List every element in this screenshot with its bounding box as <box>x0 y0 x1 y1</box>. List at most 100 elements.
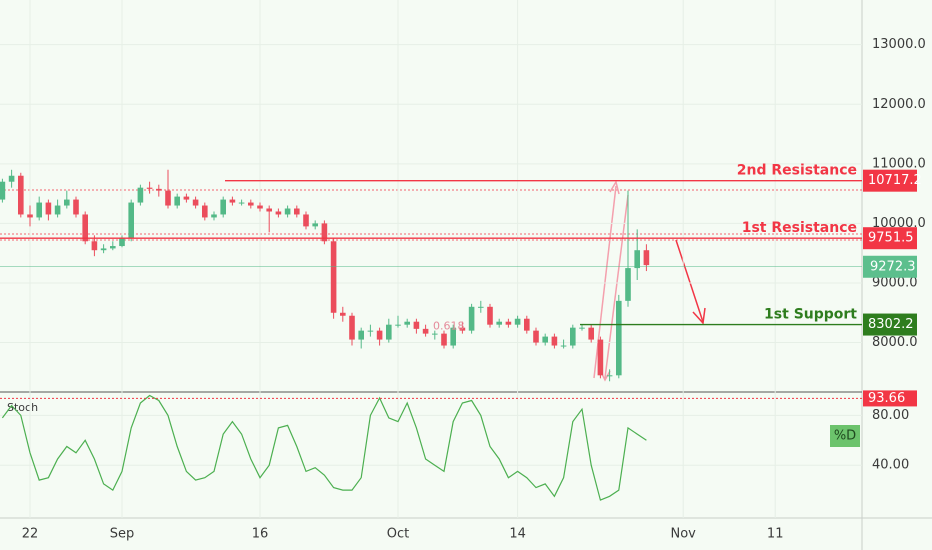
candle-body <box>570 327 576 346</box>
candle-body <box>0 181 6 200</box>
candle-body <box>579 327 585 329</box>
candle-body <box>137 187 144 203</box>
candle-body <box>91 241 98 251</box>
candle-body <box>441 333 447 346</box>
candle-body <box>54 205 61 215</box>
x-tick-label: 22 <box>22 527 39 542</box>
fib-label: 0.618 <box>433 320 465 333</box>
candle-body <box>551 336 558 346</box>
indicator-name: Stoch <box>7 401 38 414</box>
candle-body <box>146 187 153 189</box>
candle-body <box>597 339 604 376</box>
candle-body <box>45 202 52 215</box>
candle-body <box>119 238 125 247</box>
level-label: 1st Support <box>764 307 857 323</box>
candle-body <box>156 188 162 191</box>
candle-body <box>18 175 24 215</box>
y-tick-label: 40.00 <box>872 458 909 473</box>
candle-body <box>524 318 530 331</box>
y-tick-label: 13000.0 <box>872 37 926 52</box>
candle-body <box>625 268 631 301</box>
stoch-marker-label: 93.66 <box>868 391 905 406</box>
candle-body <box>82 214 88 242</box>
legend-label: %D <box>834 429 856 444</box>
price-tag <box>863 313 917 336</box>
candle-body <box>422 328 429 334</box>
candle-body <box>367 330 374 332</box>
candle-body <box>100 248 107 251</box>
candle-body <box>487 306 493 325</box>
candle-body <box>404 321 410 325</box>
candle-body <box>358 330 364 340</box>
price-tag-label: 9751.5 <box>868 231 914 246</box>
x-tick-label: 16 <box>252 527 269 542</box>
price-tag <box>863 169 917 192</box>
candle-body <box>275 211 282 215</box>
candle-body <box>533 330 539 343</box>
candle-body <box>27 214 33 218</box>
y-tick-label: 10000.0 <box>872 216 926 231</box>
candle-body <box>202 205 208 218</box>
y-tick-label: 12000.0 <box>872 97 926 112</box>
y-tick-label: 11000.0 <box>872 156 926 171</box>
price-tag <box>863 227 917 250</box>
candle-body <box>560 345 567 347</box>
candle-body <box>64 199 70 206</box>
candle-body <box>413 321 420 329</box>
candle-body <box>606 375 613 377</box>
price-tag-label: 10717.2 <box>868 173 922 188</box>
candle-body <box>349 315 355 340</box>
candle-body <box>165 190 171 206</box>
candle-body <box>340 312 346 316</box>
x-tick-label: Sep <box>110 527 135 542</box>
candle-body <box>588 327 594 340</box>
candle-body <box>110 246 116 249</box>
candle-body <box>257 205 263 209</box>
candle-body <box>450 327 456 346</box>
candle-body <box>432 333 438 335</box>
y-tick-label: 80.00 <box>872 408 909 423</box>
candle-body <box>643 250 650 266</box>
candle-body <box>183 196 190 200</box>
x-tick-label: Nov <box>671 527 697 542</box>
candle-body <box>294 208 300 215</box>
candle-body <box>248 202 254 206</box>
candle-body <box>386 324 392 340</box>
y-tick-label: 8000.0 <box>872 335 918 350</box>
x-tick-label: Oct <box>387 527 409 542</box>
candle-body <box>321 223 328 242</box>
candle-body <box>211 214 217 218</box>
candle-body <box>8 175 15 182</box>
candle-body <box>229 199 236 203</box>
legend-box <box>830 425 860 447</box>
candle-body <box>542 336 548 343</box>
candle-body <box>395 324 401 326</box>
level-label: 1st Resistance <box>742 220 857 236</box>
candle-body <box>192 199 199 206</box>
price-tag-label: 9272.3 <box>870 259 916 274</box>
candle-body <box>36 202 42 218</box>
candle-body <box>634 250 640 269</box>
candle-body <box>478 306 484 308</box>
candle-body <box>616 300 622 376</box>
candle-body <box>459 327 466 331</box>
x-tick-label: 11 <box>767 527 784 542</box>
candle-body <box>330 241 337 313</box>
forecast-arrow-head <box>692 307 706 325</box>
candle-body <box>468 306 475 331</box>
candle-body <box>174 196 180 206</box>
candle-body <box>303 214 309 227</box>
y-tick-label: 9000.0 <box>872 275 918 290</box>
candle-body <box>514 318 521 325</box>
price-tag <box>863 255 917 278</box>
candle-body <box>73 199 79 215</box>
candle-body <box>238 202 245 204</box>
arrow-head <box>609 180 620 195</box>
forecast-arrow <box>675 239 704 323</box>
price-tag-label: 8302.2 <box>868 317 914 332</box>
candle-body <box>496 321 502 325</box>
price-tag <box>863 390 917 407</box>
level-label: 2nd Resistance <box>737 163 857 179</box>
